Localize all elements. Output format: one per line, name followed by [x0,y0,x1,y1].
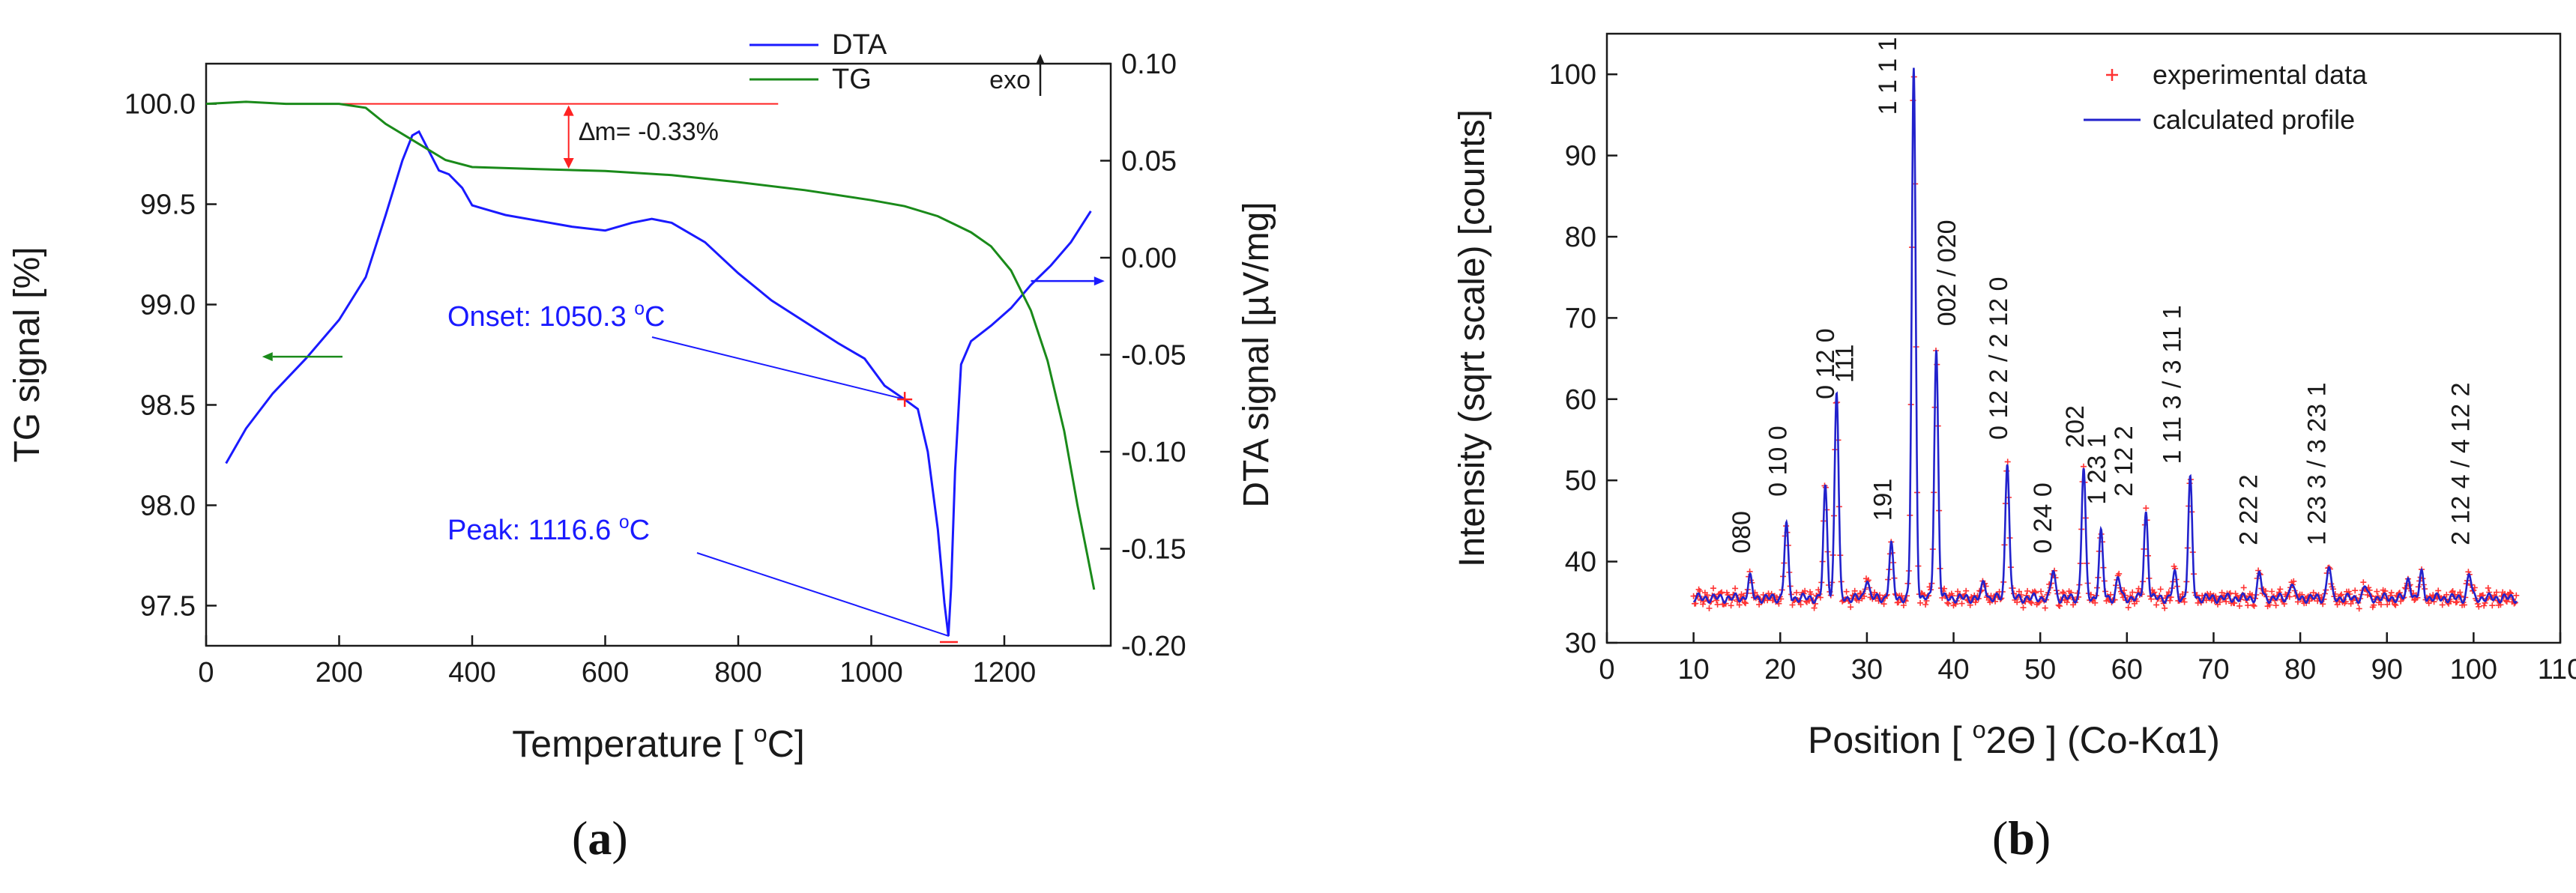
plot-frame-a [205,62,1112,647]
peak-label: 1 23 1 [2083,434,2111,505]
peak-label: 111 [1830,344,1859,383]
peak-label: 002 / 020 [1933,220,1961,326]
x-tick-label-b: 30 [1851,654,1883,685]
onset-label: Onset: 1050.3 oC [447,299,665,333]
y-tick-right-label-a: -0.15 [1121,534,1186,566]
mass-loss-arrowhead-bottom [563,158,574,169]
x-tick-label-a: 800 [714,657,761,688]
x-tick-label-a: 400 [448,657,495,688]
onset-leader-line [651,336,905,401]
exo-label: exo [989,66,1031,94]
peak-label: 080 [1728,511,1756,554]
panel-label-a: (a) [572,811,628,865]
x-tick-label-b: 10 [1677,654,1709,685]
peak-label: 2 22 2 [2234,474,2263,545]
peak-label: 191 [1868,479,1897,521]
mass-loss-label: ∆m= -0.33% [579,118,719,146]
peak-label: 1 11 3 / 3 11 1 [2159,305,2187,464]
peak-label: 0 10 0 [1764,426,1792,497]
mass-loss-arrowhead-top [563,105,574,116]
y-tick-label-b: 90 [1565,141,1596,172]
legend-label-experimental: experimental data [2153,59,2368,90]
chart-a: 0 200 400 600 800 1000 1200 97.5 98.0 98.5 99.0 99.… [7,29,1276,765]
x-tick-label-a: 1000 [839,657,903,688]
peak-label: 1 1 1 1 [1874,37,1902,115]
y-axis-label-b: Intensity (sqrt scale) [counts] [1453,109,1492,567]
y-tick-right-label-a: 0.10 [1121,49,1177,80]
x-tick-label-b: 100 [2450,654,2497,685]
peak-label: 2 12 4 / 4 12 2 [2447,383,2476,545]
x-axis-label-b: Position [ o2Θ ] (Co-Kα1) [1808,716,2220,761]
peak-label: 0 12 0 [1812,328,1840,399]
onset-marker [897,392,913,408]
y-tick-label-b: 60 [1565,384,1596,416]
x-tick-label-b: 110 [2538,654,2576,685]
legend-label-calculated: calculated profile [2153,104,2355,135]
y-tick-left-label-a: 98.0 [140,490,196,521]
x-tick-label-a: 600 [582,657,629,688]
y-tick-left-label-a: 99.5 [140,190,196,221]
x-tick-label-b: 70 [2198,654,2229,685]
y-tick-right-label-a: -0.20 [1121,631,1186,662]
y-tick-right-label-a: 0.05 [1121,146,1177,178]
x-axis-label-a: Temperature [ oC] [512,720,804,765]
x-tick-label-a: 0 [198,657,214,688]
legend-swatch-experimental [2106,69,2118,81]
peak-label: Peak: 1116.6 oC [447,512,650,546]
x-tick-label-b: 50 [2024,654,2056,685]
peak-label: 202 [2061,405,2090,448]
peak-leader-line [696,552,950,637]
y-tick-right-label-a: -0.05 [1121,340,1186,372]
y-tick-label-b: 50 [1565,465,1596,497]
y-tick-label-b: 40 [1565,547,1596,578]
y-tick-right-label-a: 0.00 [1121,243,1177,274]
series-line-dta [225,130,1092,637]
peak-label: 0 12 2 / 2 12 0 [1985,277,2013,440]
y-axis-label-left-a: TG signal [%] [7,246,47,462]
chart-b: 0 10 20 30 40 50 60 70 80 90 100 110 30 40 50 60 70 80 90 1… [1453,32,2576,761]
y-tick-label-b: 30 [1565,628,1596,659]
y-tick-left-label-a: 99.0 [140,290,196,321]
x-tick-label-b: 60 [2111,654,2143,685]
tg-axis-arrowhead [262,352,273,362]
y-tick-left-label-a: 97.5 [140,590,196,622]
x-tick-label-b: 20 [1764,654,1796,685]
peak-label: 0 24 0 [2029,482,2057,554]
legend-label-dta: DTA [832,29,887,61]
x-tick-label-a: 1200 [973,657,1037,688]
peak-label: 2 12 2 [2110,426,2138,497]
legend-label-tg: TG [832,64,872,95]
series-calculated-profile [1692,67,2518,605]
exo-arrowhead [1036,54,1045,64]
panel-label-b: (b) [1992,811,2051,865]
x-tick-label-b: 0 [1599,654,1614,685]
y-tick-label-b: 80 [1565,222,1596,253]
y-tick-left-label-a: 98.5 [140,390,196,421]
plot-frame-b [1605,32,2562,644]
dta-axis-arrowhead [1094,276,1105,286]
x-tick-label-b: 90 [2371,654,2403,685]
y-axis-label-right-a: DTA signal [µV/mg] [1237,202,1276,507]
x-tick-label-b: 80 [2284,654,2316,685]
peak-label: 1 23 3 / 3 23 1 [2303,383,2332,545]
y-tick-label-b: 100 [1549,59,1596,91]
x-tick-label-b: 40 [1937,654,1969,685]
x-tick-label-a: 200 [316,657,363,688]
y-tick-label-b: 70 [1565,303,1596,334]
y-tick-right-label-a: -0.10 [1121,437,1186,468]
series-line-tg [205,100,1096,590]
y-tick-left-label-a: 100.0 [124,89,196,121]
